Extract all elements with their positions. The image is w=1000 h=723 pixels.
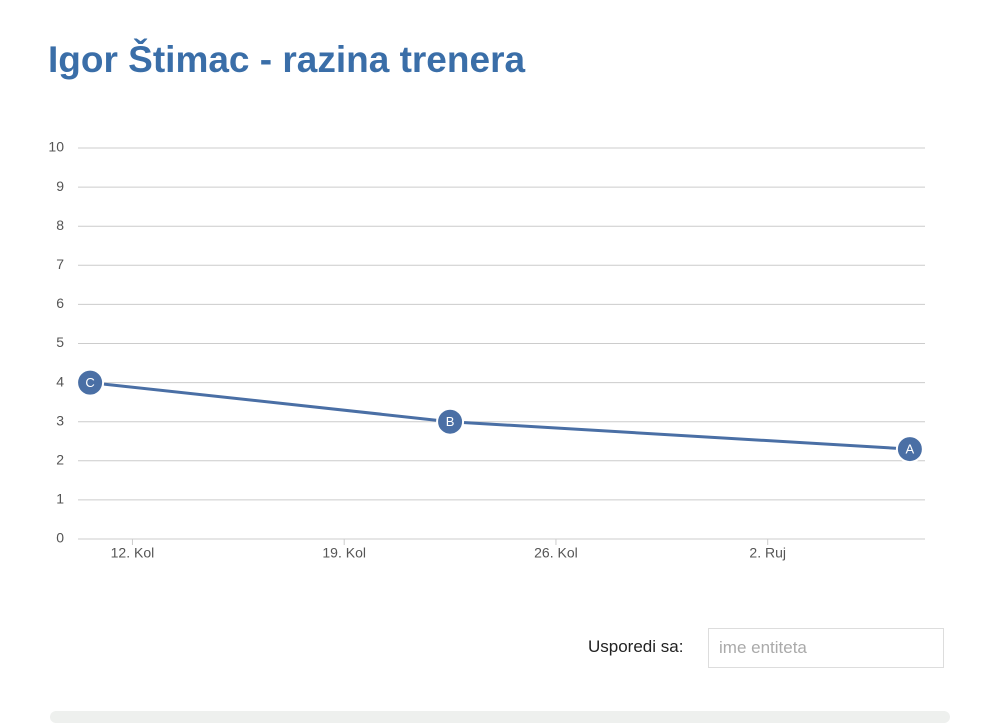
y-tick-label: 3 — [56, 412, 64, 428]
x-tick-label: 12. Kol — [111, 545, 155, 561]
y-tick-label: 9 — [56, 178, 64, 194]
chart-title: Igor Štimac - razina trenera — [48, 38, 525, 80]
y-tick-label: 4 — [56, 373, 64, 389]
y-tick-label: 2 — [56, 452, 64, 468]
y-tick-label: 5 — [56, 334, 64, 350]
y-tick-label: 7 — [56, 256, 64, 272]
compare-label: Usporedi sa: — [588, 637, 684, 656]
line — [89, 381, 910, 451]
x-tick-label: 2. Ruj — [749, 545, 786, 561]
x-tick-label: 19. Kol — [322, 545, 366, 561]
y-tick-label: 1 — [56, 491, 64, 507]
point-label: A — [906, 442, 915, 457]
point — [76, 368, 105, 397]
y-tick-label: 6 — [56, 295, 64, 311]
point — [895, 435, 924, 464]
y-tick-label: 0 — [56, 530, 64, 546]
point — [436, 407, 465, 436]
point-label: C — [85, 375, 94, 390]
x-tick-label: 26. Kol — [534, 545, 578, 561]
compare-input[interactable]: ime entiteta — [708, 628, 944, 668]
footer-bar — [50, 711, 950, 723]
y-tick-label: 10 — [48, 139, 64, 155]
y-tick-label: 8 — [56, 217, 64, 233]
point-label: B — [446, 414, 455, 429]
